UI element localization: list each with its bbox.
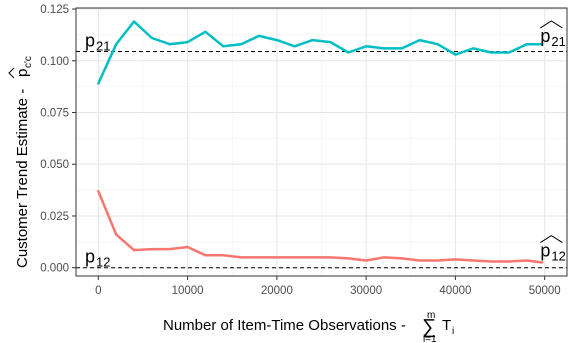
annotation-hat [540, 20, 563, 29]
reference-line-label: p [85, 30, 95, 50]
x-tick-label: 10000 [172, 285, 204, 297]
series-line-0 [97, 20, 544, 85]
x-axis-ticks: 0 10000 20000 30000 40000 50000 [95, 276, 561, 297]
svg-text:Customer Trend Estimate -: Customer Trend Estimate - [14, 89, 31, 268]
y-axis-title-hat [8, 67, 15, 79]
annotation-label: p [540, 26, 550, 46]
x-axis-sum-symbol: ∑ [422, 316, 436, 338]
y-axis-title: Customer Trend Estimate - p c'c [8, 56, 34, 268]
y-axis-title-symbol: p [14, 69, 31, 77]
x-tick-label: 50000 [529, 285, 561, 297]
x-axis-term-sub: i [452, 326, 454, 337]
x-axis-term: T [442, 317, 451, 334]
x-axis-sum-lower: i=1 [423, 334, 437, 343]
y-tick-label: 0.125 [40, 4, 69, 16]
series-lines [97, 20, 544, 264]
x-axis-sum-upper: m [427, 310, 435, 321]
annotation-label: p [540, 241, 550, 261]
series-line-1 [97, 189, 544, 264]
y-tick-label: 0.100 [40, 56, 69, 68]
reference-line-label-sub: 12 [96, 255, 110, 270]
reference-line-label-sub: 21 [96, 38, 110, 53]
x-tick-label: 30000 [350, 285, 382, 297]
annotations: p 21p 12 [540, 20, 566, 264]
y-axis-ticks: 0.000 0.025 0.050 0.075 0.100 0.125 [40, 4, 76, 275]
reference-line-label: p [85, 247, 95, 267]
y-tick-label: 0.075 [40, 108, 69, 120]
y-axis-title-symbol-sub: c'c [23, 56, 34, 68]
x-tick-label: 20000 [261, 285, 293, 297]
annotation-label-sub: 21 [551, 34, 565, 49]
x-tick-label: 0 [95, 285, 101, 297]
y-tick-label: 0.050 [40, 159, 69, 171]
annotation-label-sub: 12 [551, 249, 565, 264]
plot-border [75, 7, 568, 277]
grid [76, 8, 567, 276]
y-tick-label: 0.025 [40, 211, 69, 223]
annotation-hat [540, 234, 563, 244]
y-tick-label: 0.000 [40, 263, 69, 275]
x-axis-title: Number of Item-Time Observations - [163, 317, 406, 334]
x-tick-label: 40000 [439, 285, 471, 297]
